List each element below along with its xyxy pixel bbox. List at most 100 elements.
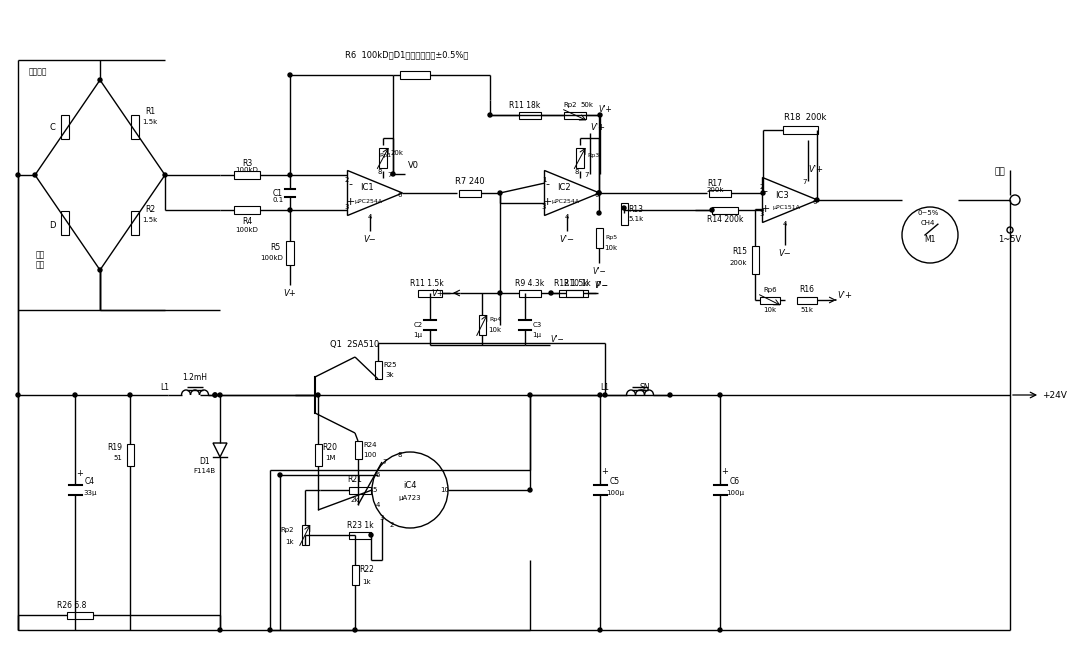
Text: +: + [76, 469, 84, 479]
Circle shape [603, 393, 607, 397]
Text: R20: R20 [322, 442, 338, 452]
Text: V'+: V'+ [598, 106, 612, 114]
Text: R15: R15 [732, 247, 747, 257]
Text: 2k: 2k [350, 497, 359, 503]
Text: R16: R16 [800, 285, 815, 295]
Circle shape [598, 393, 602, 397]
Text: CH4: CH4 [921, 220, 935, 226]
Circle shape [622, 206, 626, 210]
Text: 10k: 10k [763, 307, 776, 313]
Text: 20k: 20k [390, 150, 403, 156]
Text: 100µ: 100µ [726, 490, 744, 496]
Text: D1: D1 [200, 456, 211, 466]
Text: µPC151A: µPC151A [772, 205, 800, 211]
Text: D: D [48, 221, 55, 229]
Text: Rp1: Rp1 [379, 152, 391, 158]
Text: R24: R24 [363, 442, 376, 448]
Circle shape [488, 113, 492, 117]
Text: +: + [602, 467, 608, 477]
Text: C6: C6 [730, 477, 740, 487]
Text: Rp5: Rp5 [605, 235, 617, 241]
Text: C3: C3 [532, 322, 542, 328]
Bar [751, 246, 759, 274]
Text: Rp2: Rp2 [281, 527, 293, 533]
Text: L1: L1 [601, 382, 610, 392]
Circle shape [268, 628, 272, 632]
Circle shape [597, 191, 601, 195]
Circle shape [163, 173, 167, 177]
Text: C2: C2 [414, 322, 422, 328]
Text: SN: SN [640, 382, 650, 392]
Bar [234, 171, 260, 179]
Text: 0.1: 0.1 [272, 197, 284, 203]
Text: V'−: V'− [594, 281, 607, 289]
Text: -: - [545, 179, 549, 189]
Text: R5: R5 [270, 243, 281, 253]
Circle shape [316, 393, 320, 397]
Bar [712, 207, 739, 213]
Text: 1µ: 1µ [532, 332, 542, 338]
Text: 51: 51 [114, 455, 123, 461]
Text: 10: 10 [441, 487, 449, 493]
Text: R23 1k: R23 1k [346, 521, 373, 529]
Text: +: + [760, 204, 770, 214]
Bar [519, 112, 541, 118]
Bar [349, 531, 371, 539]
Text: 10k: 10k [604, 245, 617, 251]
Circle shape [98, 268, 102, 272]
Text: 2: 2 [345, 177, 349, 183]
Bar [67, 612, 94, 618]
Text: 51k: 51k [801, 307, 814, 313]
Bar [352, 565, 358, 585]
Bar [61, 115, 69, 139]
Text: 2: 2 [390, 522, 395, 528]
Text: R12 1.5k: R12 1.5k [554, 279, 588, 287]
Circle shape [213, 393, 217, 397]
Text: V'−: V'− [592, 267, 606, 275]
Text: R22: R22 [359, 565, 374, 575]
Text: 5: 5 [373, 487, 377, 493]
Circle shape [353, 628, 357, 632]
Circle shape [98, 78, 102, 82]
Bar [559, 289, 583, 297]
Text: µPC254A: µPC254A [551, 198, 580, 203]
Bar [286, 241, 293, 265]
Bar [234, 206, 260, 214]
Circle shape [718, 628, 722, 632]
Text: 8: 8 [575, 169, 579, 175]
Text: 4: 4 [368, 214, 372, 220]
Text: 热敏: 热敏 [35, 251, 45, 259]
Text: 3k: 3k [386, 372, 395, 378]
Text: µA723: µA723 [399, 495, 421, 501]
Circle shape [128, 393, 132, 397]
Text: 1: 1 [542, 177, 546, 183]
Bar [418, 289, 442, 297]
Text: 7: 7 [388, 172, 392, 178]
Bar [400, 71, 430, 79]
Text: V+: V+ [432, 289, 444, 297]
Text: IC3: IC3 [775, 190, 789, 200]
Text: L1: L1 [160, 382, 170, 392]
Circle shape [218, 393, 223, 397]
Circle shape [668, 393, 672, 397]
Bar [760, 297, 780, 303]
Text: C5: C5 [610, 477, 620, 487]
Text: 1.2mH: 1.2mH [183, 372, 207, 382]
Circle shape [288, 173, 292, 177]
Text: 6: 6 [813, 199, 817, 205]
Bar [379, 148, 387, 168]
Text: iC4: iC4 [403, 481, 417, 489]
Text: R3: R3 [242, 158, 253, 168]
Circle shape [73, 393, 77, 397]
Text: R14 200k: R14 200k [707, 215, 743, 225]
Bar [478, 315, 486, 335]
Text: 8: 8 [377, 169, 383, 175]
Circle shape [598, 628, 602, 632]
Text: V'−: V'− [559, 235, 574, 243]
Bar [301, 525, 309, 545]
Text: +: + [345, 197, 355, 207]
Text: R18  200k: R18 200k [784, 114, 827, 122]
Text: -: - [348, 179, 352, 189]
Text: R11 18k: R11 18k [510, 100, 541, 110]
Text: IC1: IC1 [360, 184, 374, 192]
